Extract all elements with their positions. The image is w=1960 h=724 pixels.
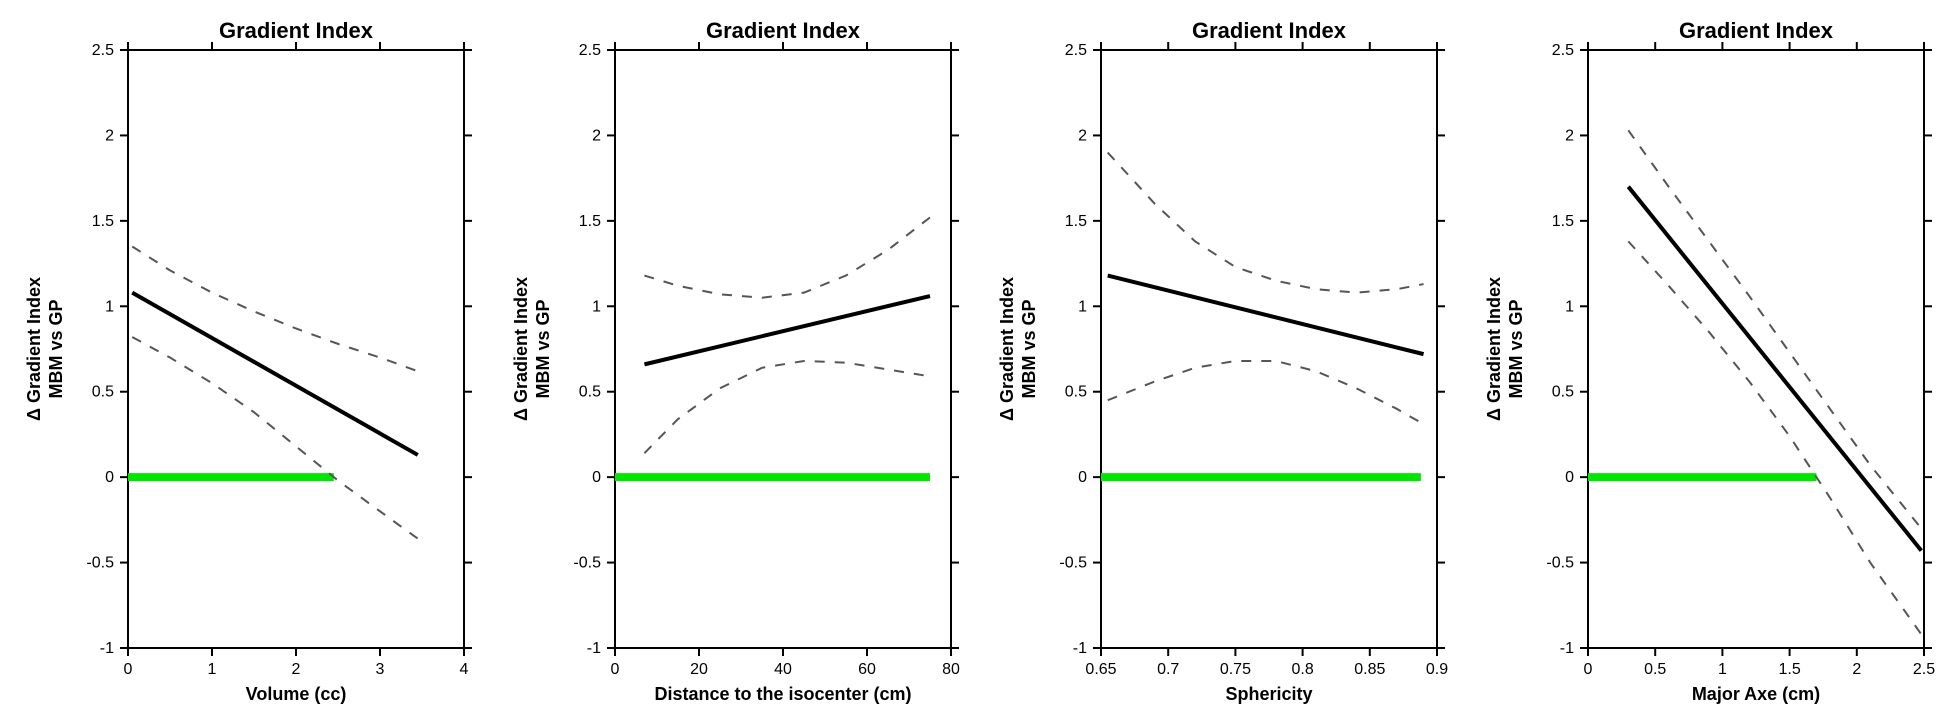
y-tick-label: 1 <box>1565 298 1574 315</box>
y-tick-label: -0.5 <box>1060 555 1088 572</box>
x-axis-label: Volume (cc) <box>246 684 347 704</box>
panel-svg-volume: Gradient Index -1 -0.5 0 0.5 1 1.5 2 2.5 0 1 2 3 4 Vol… <box>20 10 480 714</box>
x-tick-label: 3 <box>376 661 385 678</box>
x-tick-label: 0.9 <box>1426 661 1448 678</box>
y-tick-label: 1 <box>1078 298 1087 315</box>
y-tick-label: 2.5 <box>1065 42 1087 59</box>
y-tick-label: 0 <box>1565 469 1574 486</box>
x-axis-label: Sphericity <box>1226 684 1313 704</box>
x-axis-label: Distance to the isocenter (cm) <box>654 684 911 704</box>
y-axis-label-line1: Δ Gradient Index <box>24 277 44 421</box>
y-axis-label-line2: MBM vs GP <box>1019 299 1039 398</box>
x-tick-label: 0.7 <box>1157 661 1179 678</box>
x-tick-label: 0.85 <box>1355 661 1386 678</box>
panel-svg-distance: Gradient Index -1 -0.5 0 0.5 1 1.5 2 2.5 0 20 40 60 8… <box>507 10 967 714</box>
y-tick-label: -0.5 <box>86 555 114 572</box>
y-tick-label: 0.5 <box>1065 384 1087 401</box>
y-tick-label: 2.5 <box>578 42 600 59</box>
y-tick-label: 0 <box>105 469 114 486</box>
y-tick-label: 1.5 <box>92 213 114 230</box>
x-tick-label: 20 <box>690 661 708 678</box>
y-tick-label: -0.5 <box>573 555 601 572</box>
y-axis-label-line2: MBM vs GP <box>1506 299 1526 398</box>
panel-majoraxe: Gradient Index -1 -0.5 0 0.5 1 1.5 2 2.5 0 0.5 1 1.5… <box>1480 10 1940 714</box>
y-tick-label: -1 <box>1560 640 1574 657</box>
y-tick-label: -1 <box>586 640 600 657</box>
x-tick-label: 1 <box>208 661 217 678</box>
y-tick-label: 0 <box>592 469 601 486</box>
y-tick-label: 1.5 <box>1552 213 1574 230</box>
x-tick-label: 1 <box>1718 661 1727 678</box>
panel-sphericity: Gradient Index -1 -0.5 0 0.5 1 1.5 2 2.5 0.65 0.7 0… <box>993 10 1453 714</box>
y-tick-label: -1 <box>1073 640 1087 657</box>
x-tick-label: 0.65 <box>1086 661 1117 678</box>
chart-title: Gradient Index <box>1192 18 1347 43</box>
panel-volume: Gradient Index -1 -0.5 0 0.5 1 1.5 2 2.5 0 1 2 3 4 Vol… <box>20 10 480 714</box>
y-tick-label: 0.5 <box>578 384 600 401</box>
y-tick-label: 2.5 <box>92 42 114 59</box>
x-tick-label: 40 <box>774 661 792 678</box>
y-axis-label-line1: Δ Gradient Index <box>1484 277 1504 421</box>
x-tick-label: 2 <box>292 661 301 678</box>
panel-svg-sphericity: Gradient Index -1 -0.5 0 0.5 1 1.5 2 2.5 0.65 0.7 0… <box>993 10 1453 714</box>
y-tick-label: 1.5 <box>1065 213 1087 230</box>
x-tick-label: 0 <box>610 661 619 678</box>
panel-distance: Gradient Index -1 -0.5 0 0.5 1 1.5 2 2.5 0 20 40 60 8… <box>507 10 967 714</box>
x-tick-label: 0.75 <box>1220 661 1251 678</box>
x-axis-label: Major Axe (cm) <box>1692 684 1820 704</box>
y-axis-label-line1: Δ Gradient Index <box>511 277 531 421</box>
x-tick-label: 0.8 <box>1292 661 1314 678</box>
x-tick-label: 80 <box>942 661 960 678</box>
y-tick-label: 2 <box>1078 127 1087 144</box>
x-tick-label: 2.5 <box>1913 661 1935 678</box>
y-tick-label: 0 <box>1078 469 1087 486</box>
x-tick-label: 0 <box>124 661 133 678</box>
y-tick-label: -1 <box>100 640 114 657</box>
x-tick-label: 2 <box>1852 661 1861 678</box>
x-tick-label: 1.5 <box>1778 661 1800 678</box>
y-axis-label-line2: MBM vs GP <box>533 299 553 398</box>
y-tick-label: 1 <box>592 298 601 315</box>
panel-svg-majoraxe: Gradient Index -1 -0.5 0 0.5 1 1.5 2 2.5 0 0.5 1 1.5… <box>1480 10 1940 714</box>
y-tick-label: -0.5 <box>1546 555 1574 572</box>
y-tick-label: 2 <box>1565 127 1574 144</box>
chart-title: Gradient Index <box>219 18 374 43</box>
y-tick-label: 0.5 <box>92 384 114 401</box>
y-tick-label: 2.5 <box>1552 42 1574 59</box>
chart-row: Gradient Index -1 -0.5 0 0.5 1 1.5 2 2.5 0 1 2 3 4 Vol… <box>0 0 1960 724</box>
y-tick-label: 2 <box>592 127 601 144</box>
x-tick-label: 60 <box>858 661 876 678</box>
y-axis-label-line2: MBM vs GP <box>46 299 66 398</box>
y-axis-label-line1: Δ Gradient Index <box>997 277 1017 421</box>
x-tick-label: 4 <box>460 661 469 678</box>
x-tick-label: 0 <box>1584 661 1593 678</box>
chart-title: Gradient Index <box>1679 18 1834 43</box>
y-tick-label: 1.5 <box>578 213 600 230</box>
y-tick-label: 0.5 <box>1552 384 1574 401</box>
y-tick-label: 2 <box>105 127 114 144</box>
chart-title: Gradient Index <box>706 18 861 43</box>
x-tick-label: 0.5 <box>1644 661 1666 678</box>
y-tick-label: 1 <box>105 298 114 315</box>
